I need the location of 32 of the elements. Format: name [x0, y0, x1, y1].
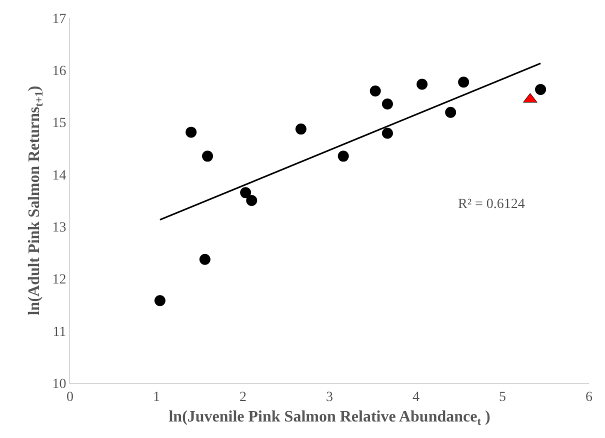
- point: [338, 150, 349, 162]
- y-tick-label: 13: [52, 220, 66, 236]
- x-tick-label: 0: [66, 390, 74, 405]
- y-tick-label: 10: [52, 376, 66, 392]
- point: [199, 254, 210, 265]
- y-tick-label: 14: [52, 168, 66, 184]
- point: [154, 295, 166, 306]
- y-tick-label: 17: [52, 12, 66, 27]
- y-tick-label: 15: [52, 116, 66, 132]
- point: [186, 126, 197, 138]
- y-tick-label: 16: [52, 64, 66, 80]
- point: [445, 106, 456, 118]
- point: [382, 98, 393, 110]
- y-tick-label: 11: [52, 324, 66, 340]
- point: [240, 187, 252, 198]
- x-tick-label: 4: [412, 390, 420, 405]
- point: [458, 76, 470, 88]
- point: [370, 86, 381, 96]
- point: [416, 78, 428, 90]
- x-tick-label: 5: [499, 390, 506, 405]
- point: [295, 124, 306, 135]
- point: [535, 84, 546, 95]
- x-axis-title: ln(Juvenile Pink Salmon Relative Abundance$_{t}$ ): [168, 408, 490, 428]
- point: [246, 195, 258, 206]
- point: [202, 150, 214, 162]
- x-tick-label: 1: [153, 390, 160, 405]
- annotation: R² = 0.6124: [458, 197, 525, 212]
- point: [382, 128, 393, 139]
- x-tick-label: 6: [586, 390, 592, 405]
- x-tick-label: 3: [326, 390, 333, 405]
- y-tick-label: 12: [52, 272, 66, 288]
- x-tick-label: 2: [240, 390, 246, 405]
